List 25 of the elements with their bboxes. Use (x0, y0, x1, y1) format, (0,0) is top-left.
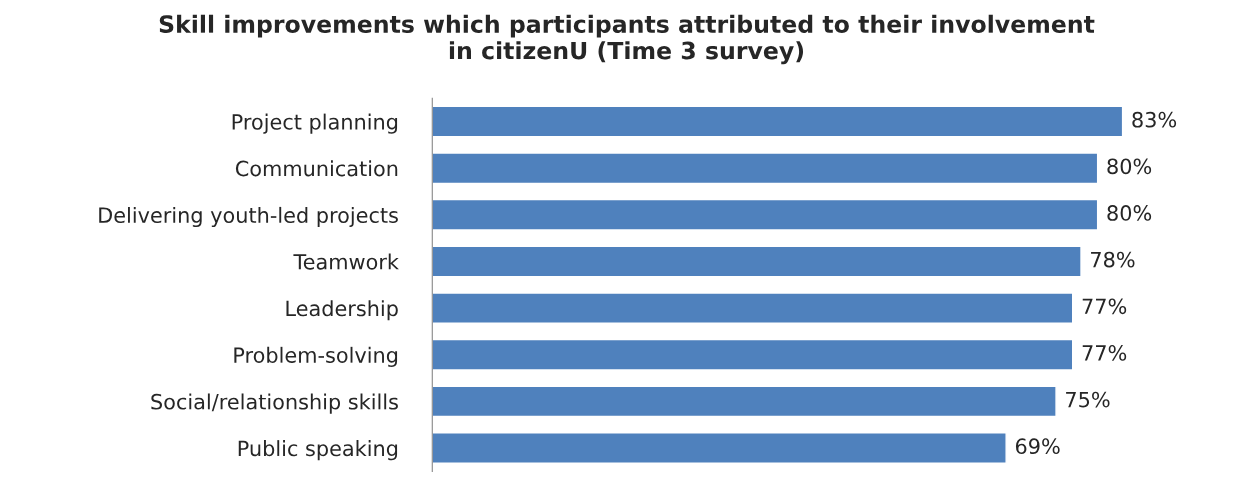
bar (432, 338, 1074, 371)
bar (432, 152, 1099, 185)
bar (432, 198, 1099, 231)
data-label: 80% (1107, 158, 1152, 175)
bar (432, 292, 1074, 324)
bar (432, 105, 1124, 138)
y-tick-label: Teamwork (293, 253, 399, 270)
y-tick-label: Communication (235, 160, 398, 177)
y-tick-label: Project planning (232, 113, 398, 134)
data-label: 69% (1015, 438, 1060, 455)
data-label: 83% (1132, 111, 1177, 128)
bar (432, 432, 1007, 464)
data-label: 75% (1066, 391, 1110, 408)
y-tick-label: Problem-solving (234, 346, 398, 367)
y-tick-label: Leadership (286, 300, 398, 321)
bar (432, 385, 1057, 418)
y-tick-label: Social/relationship skills (151, 393, 398, 414)
y-tick-label: Public speaking (238, 440, 398, 461)
data-label: 77% (1082, 345, 1127, 361)
data-label: 77% (1082, 298, 1127, 315)
bar (432, 245, 1082, 278)
data-label: 80% (1107, 205, 1152, 221)
data-label: 78% (1091, 251, 1135, 268)
chart-title: Skill improvements which participants attributed to their involvement in citizenU (Time 3 survey) (159, 14, 1095, 65)
y-tick-label: Delivering youth-led projects (99, 206, 398, 228)
